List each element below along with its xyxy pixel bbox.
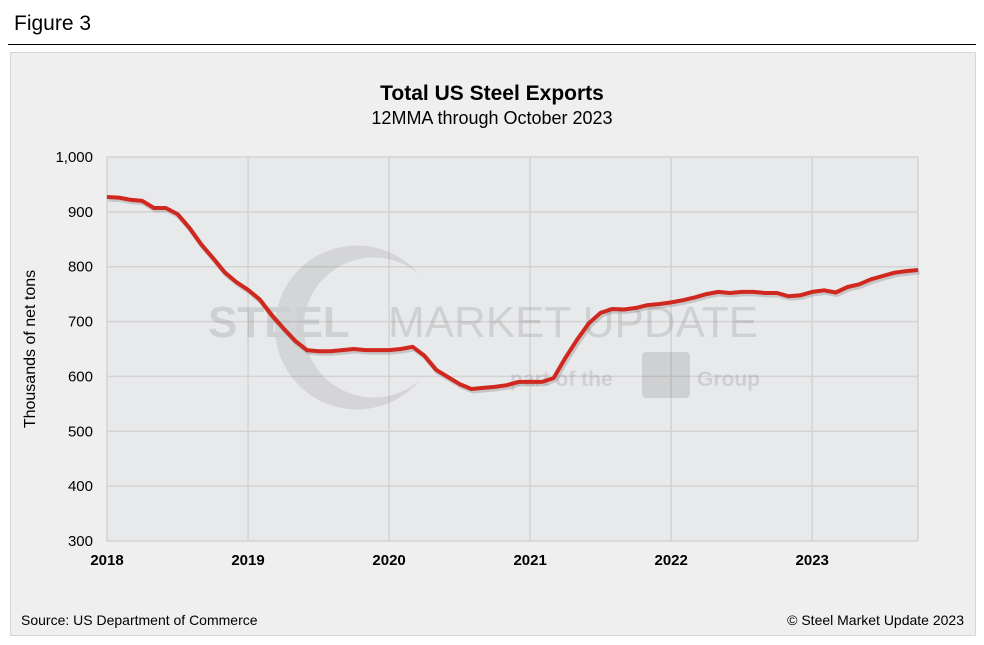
y-tick-label: 500	[68, 423, 93, 440]
y-tick-label: 400	[68, 478, 93, 495]
y-tick-label: 900	[68, 204, 93, 221]
x-tick-label: 2019	[231, 552, 264, 569]
x-tick-label: 2022	[654, 552, 687, 569]
chart-title: Total US Steel Exports	[380, 82, 604, 105]
divider	[8, 44, 976, 45]
chart-subtitle: 12MMA through October 2023	[371, 108, 613, 128]
y-axis-label: Thousands of net tons	[22, 270, 39, 428]
y-tick-label: 300	[68, 533, 93, 550]
series-line	[106, 195, 919, 391]
y-tick-label: 700	[68, 314, 93, 331]
x-tick-label: 2021	[513, 552, 546, 569]
copyright-note: © Steel Market Update 2023	[787, 612, 964, 628]
plot-area	[107, 157, 918, 541]
x-tick-label: 2018	[90, 552, 123, 569]
x-tick-label: 2020	[372, 552, 405, 569]
svg-text:part of the: part of the	[510, 368, 613, 391]
figure-label: Figure 3	[14, 12, 92, 35]
y-tick-label: 600	[68, 368, 93, 385]
y-tick-label: 800	[68, 259, 93, 276]
svg-text:MARKET UPDATE: MARKET UPDATE	[388, 298, 758, 347]
svg-text:Group: Group	[697, 368, 760, 391]
y-tick-label: 1,000	[55, 149, 93, 166]
x-tick-label: 2023	[796, 552, 829, 569]
source-note: Source: US Department of Commerce	[21, 612, 258, 628]
